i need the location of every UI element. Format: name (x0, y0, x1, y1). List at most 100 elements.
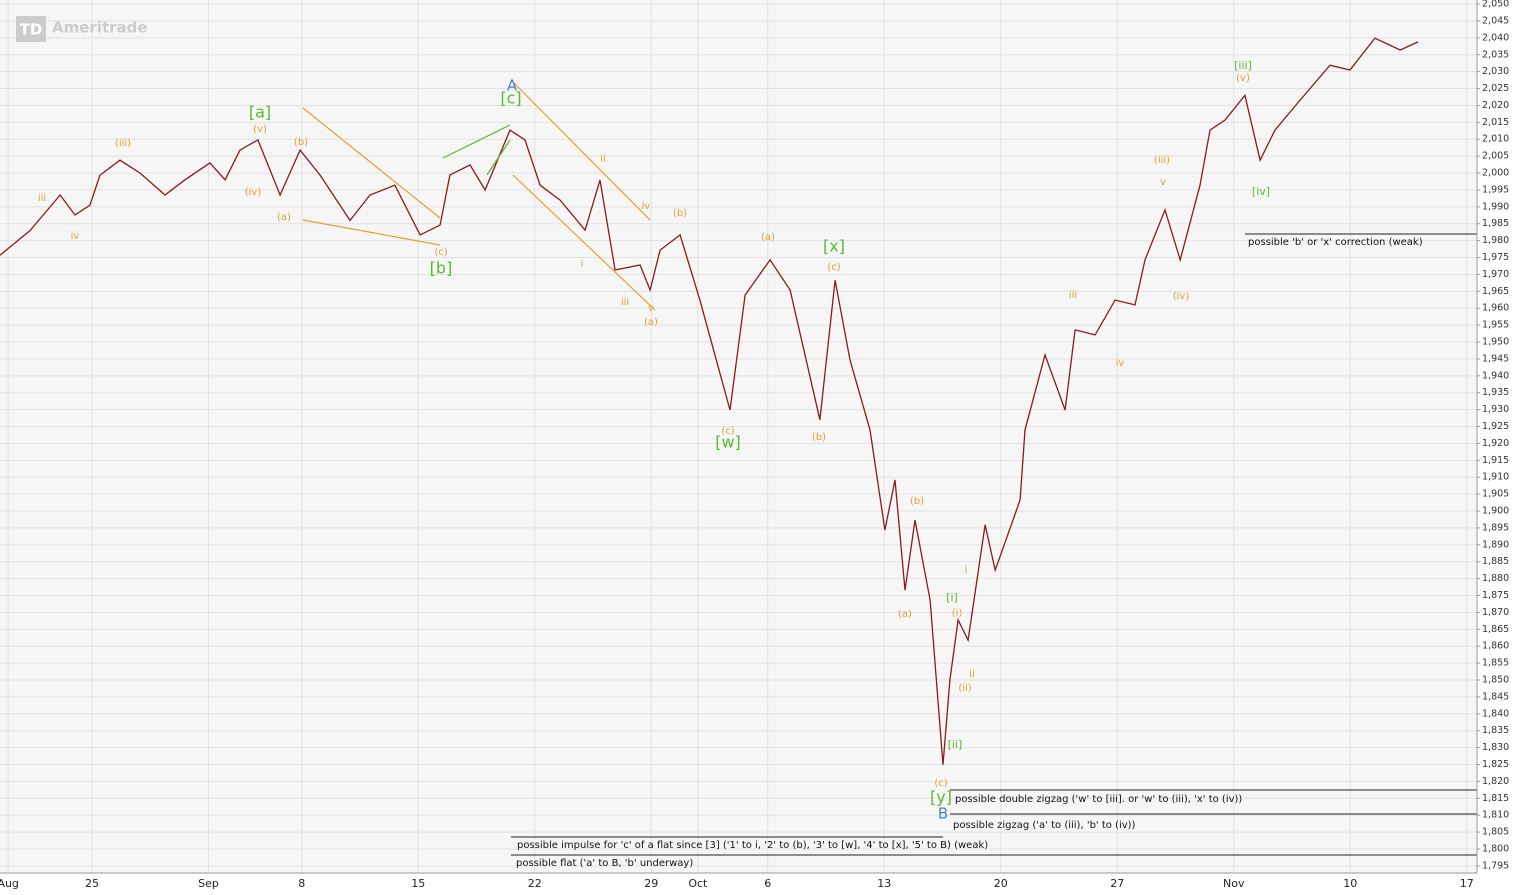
wave-label: (a) (898, 609, 912, 620)
x-tick-label: Oct (688, 877, 708, 890)
y-tick-label: 1,940 (1482, 370, 1509, 381)
y-tick-label: 1,945 (1482, 353, 1509, 364)
x-tick-label: 25 (85, 877, 99, 890)
wave-label: (i) (952, 608, 963, 619)
note: possible double zigzag ('w' to [iii]. or… (955, 794, 1242, 805)
wave-label: i (581, 259, 584, 270)
y-tick-label: 1,840 (1482, 708, 1509, 719)
wave-label: (iv) (245, 187, 262, 198)
wave-label: (b) (294, 137, 308, 148)
trend-line (442, 124, 511, 159)
y-tick-label: 2,015 (1482, 117, 1509, 128)
y-tick-label: 1,975 (1482, 252, 1509, 263)
y-tick-label: 1,865 (1482, 624, 1509, 635)
y-tick-label: 1,910 (1482, 472, 1509, 483)
x-tick-label: 29 (644, 877, 658, 890)
price-layer (0, 37, 1419, 765)
x-tick-label: 13 (877, 877, 891, 890)
y-tick-label: 1,885 (1482, 556, 1509, 567)
y-tick-label: 1,860 (1482, 641, 1509, 652)
wave-label: [w] (715, 433, 741, 452)
y-tick-label: 1,895 (1482, 522, 1509, 533)
trend-lines (302, 81, 656, 311)
y-tick-label: 2,025 (1482, 83, 1509, 94)
logo-name: Ameritrade (52, 19, 148, 37)
wave-label: B (938, 805, 948, 823)
wave-label: iv (71, 231, 80, 242)
note: possible zigzag ('a' to (iii), 'b' to (i… (953, 820, 1136, 831)
y-tick-label: 2,045 (1482, 15, 1509, 26)
wave-label: iii (621, 297, 629, 308)
wave-label: [iii] (1234, 59, 1252, 72)
wave-label: (b) (673, 208, 687, 219)
y-tick-label: 1,990 (1482, 201, 1509, 212)
y-tick-label: 2,020 (1482, 100, 1509, 111)
y-tick-label: 1,880 (1482, 573, 1509, 584)
x-tick-label: Nov (1223, 877, 1245, 890)
y-tick-label: 1,890 (1482, 539, 1509, 550)
wave-label: iii (38, 193, 46, 204)
y-tick-label: 1,875 (1482, 590, 1509, 601)
y-tick-label: 1,845 (1482, 691, 1509, 702)
x-tick-label: 27 (1110, 877, 1124, 890)
y-tick-label: 1,925 (1482, 421, 1509, 432)
y-tick-label: 1,900 (1482, 506, 1509, 517)
y-tick-label: 1,820 (1482, 776, 1509, 787)
y-tick-label: 1,985 (1482, 218, 1509, 229)
wave-label: (a) (761, 232, 775, 243)
note: possible 'b' or 'x' correction (weak) (1248, 237, 1423, 248)
wave-label: ii (969, 669, 975, 680)
y-tick-label: 1,800 (1482, 844, 1509, 855)
y-tick-label: 1,835 (1482, 725, 1509, 736)
wave-label: [x] (823, 237, 845, 256)
trend-line (486, 139, 511, 176)
trend-line (512, 174, 656, 311)
y-tick-label: 1,965 (1482, 286, 1509, 297)
y-tick-label: 1,795 (1482, 860, 1509, 871)
trend-line (302, 107, 441, 219)
y-tick-label: 2,005 (1482, 151, 1509, 162)
y-tick-label: 2,000 (1482, 168, 1509, 179)
wave-label: iii (1069, 290, 1077, 301)
wave-label: (c) (434, 247, 447, 258)
trend-line (302, 219, 441, 246)
wave-label: v (1160, 177, 1166, 188)
price-line (0, 37, 1419, 765)
grid (0, 0, 1477, 873)
wave-label: (v) (253, 124, 267, 135)
y-tick-label: 1,815 (1482, 793, 1509, 804)
x-tick-label: 8 (298, 877, 305, 890)
y-tick-label: 1,950 (1482, 337, 1509, 348)
y-tick-label: 1,995 (1482, 184, 1509, 195)
note: possible flat ('a' to B, 'b' underway) (516, 858, 693, 869)
wave-label: [i] (946, 591, 958, 604)
y-tick-label: 1,855 (1482, 658, 1509, 669)
x-tick-label: 15 (411, 877, 425, 890)
logo: TD Ameritrade (16, 16, 148, 42)
wave-label: [a] (249, 103, 271, 122)
x-tick-label: Aug (0, 877, 19, 890)
wave-label: A (507, 77, 518, 95)
wave-label: ii (600, 154, 606, 165)
x-tick-label: 10 (1343, 877, 1357, 890)
y-tick-label: 1,805 (1482, 827, 1509, 838)
y-tick-label: 2,040 (1482, 32, 1509, 43)
y-tick-label: 1,920 (1482, 438, 1509, 449)
y-tick-label: 1,825 (1482, 759, 1509, 770)
wave-label: iv (1116, 358, 1125, 369)
wave-label: (c) (721, 426, 734, 437)
wave-label: (c) (827, 262, 840, 273)
y-tick-label: 2,030 (1482, 66, 1509, 77)
wave-label: (b) (910, 496, 924, 507)
y-tick-label: 1,955 (1482, 320, 1509, 331)
y-tick-label: 1,830 (1482, 742, 1509, 753)
wave-label: (iv) (1173, 291, 1190, 302)
note: possible impulse for 'c' of a flat since… (517, 840, 988, 851)
y-tick-label: 1,915 (1482, 455, 1509, 466)
wave-label: [y] (930, 788, 952, 807)
y-tick-label: 2,035 (1482, 49, 1509, 60)
y-tick-label: 1,935 (1482, 387, 1509, 398)
y-tick-label: 1,930 (1482, 404, 1509, 415)
